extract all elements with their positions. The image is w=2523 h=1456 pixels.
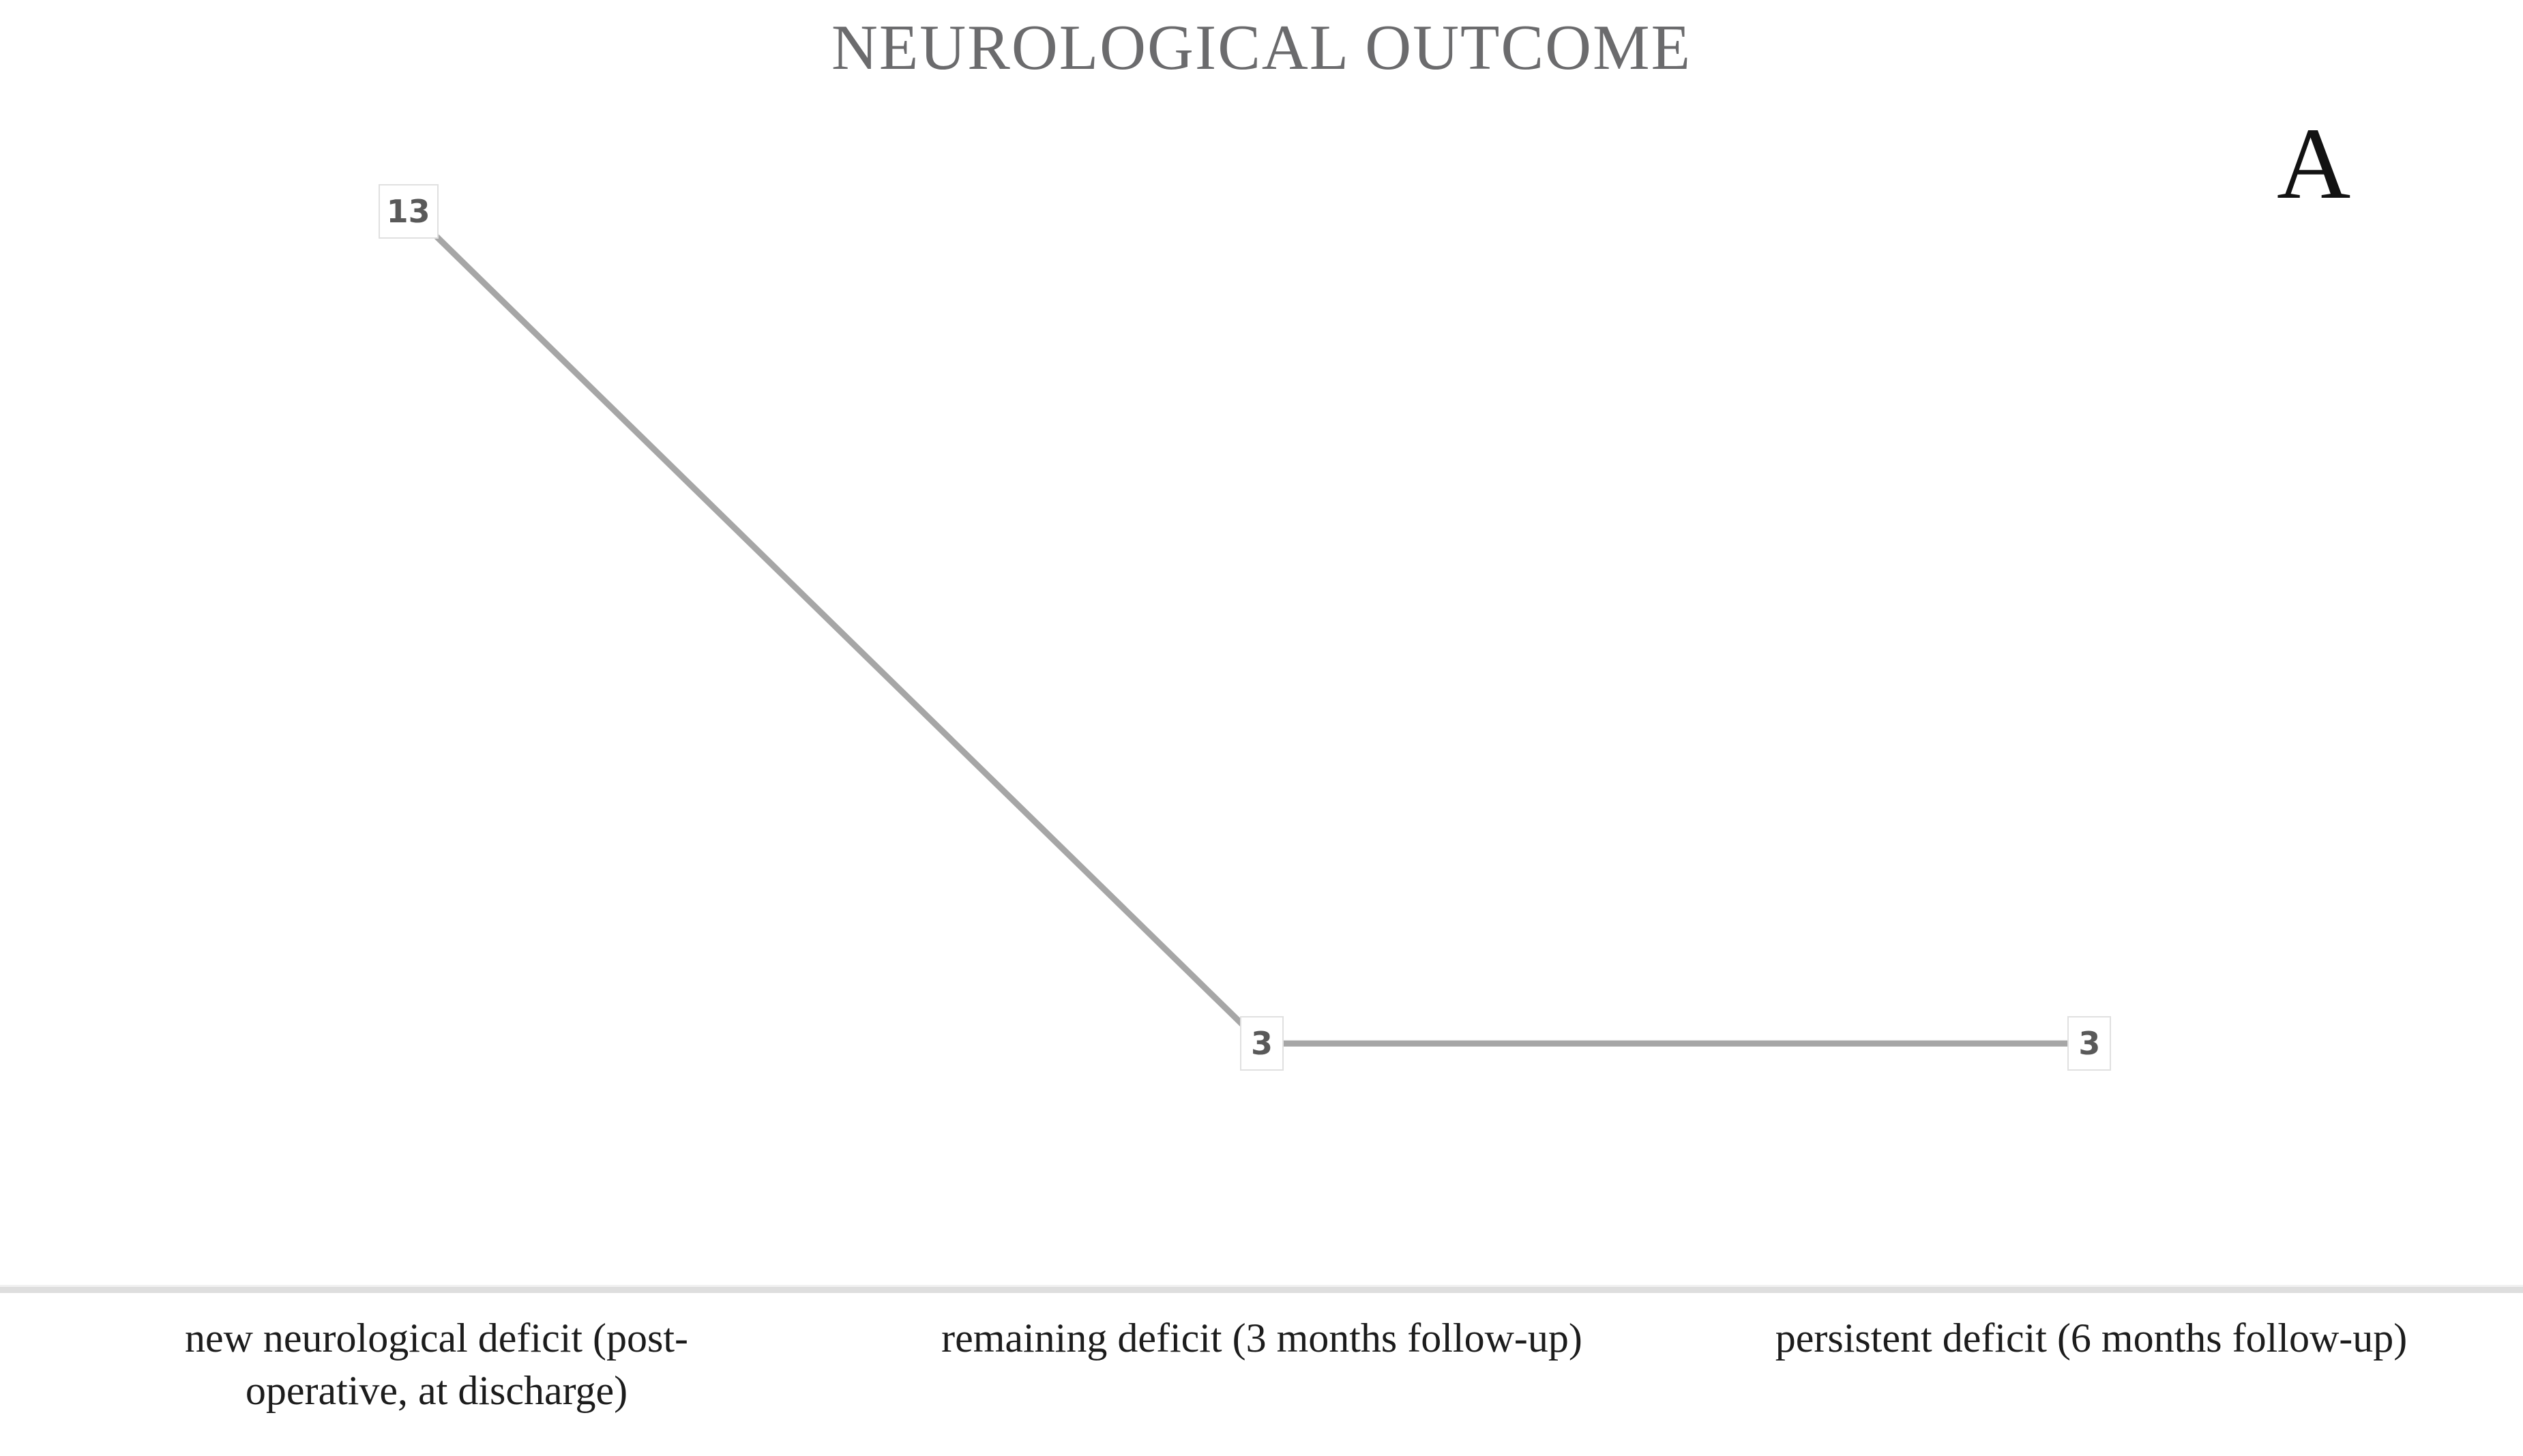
- data-label-point-2: 3: [1240, 1016, 1284, 1071]
- x-axis-labels: new neurological deficit (post- operativ…: [0, 1312, 2523, 1448]
- x-axis-line: [0, 1285, 2523, 1293]
- category-label-line: operative, at discharge): [245, 1367, 628, 1413]
- data-label-point-3: 3: [2067, 1016, 2112, 1071]
- category-label-line: new neurological deficit (post-: [184, 1316, 689, 1361]
- x-axis-category-label: persistent deficit (6 months follow-up): [1664, 1312, 2518, 1365]
- series-line: [432, 232, 2090, 1047]
- x-axis-category-label: new neurological deficit (post- operativ…: [41, 1312, 832, 1417]
- chart-title: NEUROLOGICAL OUTCOME: [831, 12, 1692, 83]
- category-label-line: persistent deficit (6 months follow-up): [1775, 1316, 2408, 1361]
- panel-label-a: A: [2277, 107, 2351, 220]
- category-label-line: remaining deficit (3 months follow-up): [941, 1316, 1582, 1361]
- data-label-point-1: 13: [378, 183, 439, 239]
- x-axis-category-label: remaining deficit (3 months follow-up): [839, 1312, 1685, 1365]
